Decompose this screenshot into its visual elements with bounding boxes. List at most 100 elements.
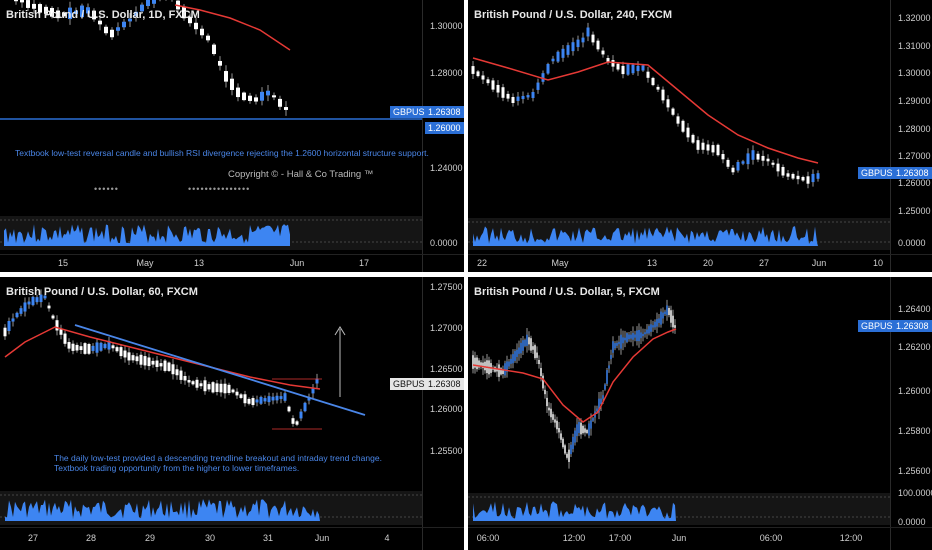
4h-candle-body [566,45,570,55]
5m-candle-body [498,364,500,377]
5m-candle-body [508,361,510,367]
4h-candle-body [476,71,480,77]
symbol-label: GBPUSD [390,106,435,118]
4h-candle-body [546,63,550,74]
y-tick: 1.25600 [898,466,931,476]
5m-candle-body [622,337,624,344]
x-tick: 27 [758,258,770,268]
daily-candle-body [152,0,156,4]
5m-candle-body [566,453,568,458]
1h-candle-body [67,342,71,349]
4h-candle-body [581,37,585,43]
4h-candle-body [706,144,710,151]
5m-candle-body [662,312,664,319]
5m-candle-body [512,354,514,364]
y-tick: 1.32000 [898,13,931,23]
1h-candle-body [87,344,91,354]
5m-rsi-area [473,501,676,521]
daily-candle-body [248,95,252,101]
1h-candle-body [299,411,303,419]
5m-candle-body [506,361,508,372]
1h-candle-body [63,333,67,344]
5m-candle-body [562,438,564,448]
5m-candle-body [628,334,630,340]
x-tick: 12:00 [839,533,863,543]
5m-candle-body [484,361,486,371]
4h-candle-body [686,127,690,138]
daily-candle-body [116,27,120,31]
5m-candle-body [600,398,602,404]
5m-candle-body [510,358,512,364]
daily-candle-body [212,44,216,55]
5m-candle-body [536,352,538,358]
5m-candle-body [504,363,506,376]
chart-panel-daily[interactable]: British Pound / U.S. Dollar, 1D, FXCM 1.… [0,0,464,272]
1h-candle-body [199,383,203,387]
4h-candle-body [731,167,735,173]
5m-candle-body [634,334,636,338]
5m-candle-body [648,326,650,334]
x-tick: Jun [811,258,827,268]
x-tick: 10 [872,258,884,268]
y-tick: 1.26400 [898,304,931,314]
5m-candle-body [656,319,658,327]
daily-candle-body [230,78,234,90]
1h-candle-body [159,363,163,367]
x-tick: Jun [671,533,687,543]
5m-candle-body [576,424,578,437]
y-tick: 1.26200 [898,342,931,352]
x-tick: 20 [702,258,714,268]
5m-candle-body [550,408,552,418]
1h-candle-body [127,352,131,361]
1h-candle-body [11,318,15,322]
1h-candle-body [211,382,215,393]
1h-candle-body [179,370,183,380]
1h-candle-body [55,320,59,331]
daily-candle-body [104,26,108,34]
5m-candle-body [472,355,474,369]
5m-candle-body [516,349,518,357]
chart-title: British Pound / U.S. Dollar, 240, FXCM [474,9,673,21]
5m-candle-body [542,375,544,389]
chart-panel-5m[interactable]: British Pound / U.S. Dollar, 5, FXCM 1.2… [468,277,932,550]
5m-candle-body [560,433,562,440]
4h-candle-body [726,159,730,167]
5m-candle-body [546,397,548,407]
5m-candle-body [672,315,674,328]
4h-candle-body [671,108,675,115]
4h-candle-body [651,77,655,86]
y-tick: 1.25500 [430,446,463,456]
5m-candle-body [558,428,560,433]
daily-candle-body [32,3,36,9]
5m-candle-body [500,368,502,375]
analysis-note-line2: Textbook trading opportunity from the hi… [54,463,300,473]
y-tick: 1.30000 [898,68,931,78]
x-tick: 30 [204,533,216,543]
descending-trendline [74,324,366,416]
5m-candle-body [650,324,652,332]
5m-candle-body [476,357,478,370]
4h-candle-body [616,63,620,70]
1h-candle-body [271,396,275,401]
chart-panel-4h[interactable]: British Pound / U.S. Dollar, 240, FXCM 1… [468,0,932,272]
1h-candle-body [103,343,107,349]
1h-candle-body [23,302,27,312]
daily-candle-body [206,35,210,41]
1h-candle-body [195,379,199,388]
1h-candle-body [251,398,255,406]
5m-candle-body [618,341,620,345]
4h-candle-body [586,27,590,37]
4h-candle-body [806,176,810,184]
chart-panel-1h[interactable]: British Pound / U.S. Dollar, 60, FXCM 1.… [0,277,464,550]
last-price-badge: 1.26308 [425,378,464,390]
1h-candle-body [315,378,319,384]
5m-candle-body [586,429,588,434]
daily-candle-body [56,10,60,19]
price-axis-border [422,277,423,550]
1h-moving-average [4,326,321,390]
5m-candle-body [554,419,556,423]
time-axis-border [0,254,464,255]
5m-candle-body [524,339,526,346]
5m-candle-body [606,370,608,384]
5m-candle-body [658,318,660,323]
